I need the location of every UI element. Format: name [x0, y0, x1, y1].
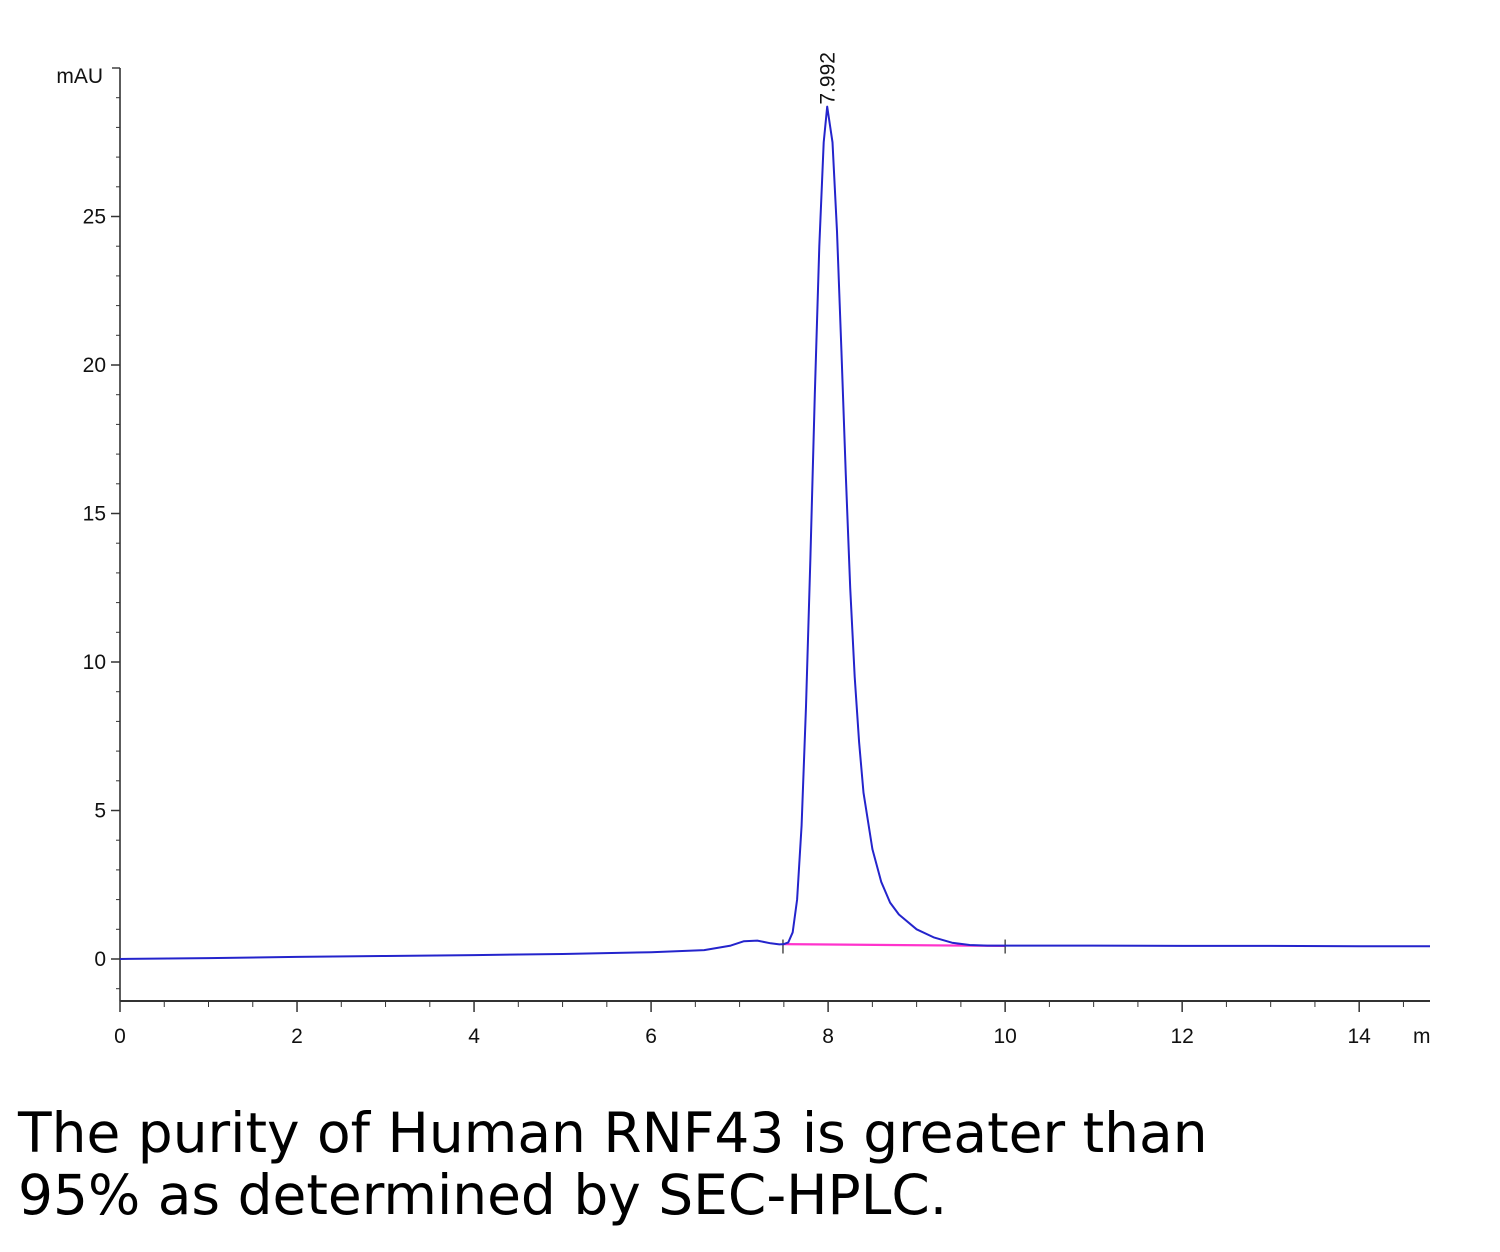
y-tick-label: 15 — [83, 503, 106, 526]
x-axis-unit-label: m — [1413, 1025, 1431, 1048]
y-tick-label: 0 — [94, 948, 106, 971]
x-axis: 0 2 4 6 8 10 12 14 — [114, 1000, 1430, 1048]
x-tick-label: 4 — [468, 1025, 480, 1048]
chromatogram-trace — [119, 105, 1430, 960]
y-axis-unit-label: mAU — [56, 65, 103, 88]
x-tick-label: 12 — [1170, 1025, 1193, 1048]
caption-line-1: The purity of Human RNF43 is greater tha… — [18, 1101, 1208, 1165]
x-tick-label: 8 — [822, 1025, 834, 1048]
sec-hplc-chromatogram: 0 5 10 15 20 25 0 2 4 6 8 10 12 14 mAU m 7.992 — [56, 52, 1431, 1048]
y-tick-label: 5 — [94, 800, 106, 823]
y-axis: 0 5 10 15 20 25 — [83, 67, 121, 1001]
chart-marks: 7.992 — [119, 52, 1430, 960]
figure-caption: The purity of Human RNF43 is greater tha… — [18, 1102, 1318, 1226]
x-tick-label: 10 — [993, 1025, 1016, 1048]
y-tick-label: 25 — [83, 206, 106, 229]
x-tick-label: 14 — [1348, 1025, 1372, 1048]
caption-line-2: 95% as determined by SEC-HPLC. — [18, 1163, 948, 1227]
y-tick-label: 20 — [83, 354, 106, 377]
peak-retention-label: 7.992 — [816, 52, 839, 105]
x-tick-label: 2 — [291, 1025, 303, 1048]
y-tick-label: 10 — [83, 651, 106, 674]
x-tick-label: 0 — [114, 1025, 126, 1048]
x-tick-label: 6 — [645, 1025, 657, 1048]
